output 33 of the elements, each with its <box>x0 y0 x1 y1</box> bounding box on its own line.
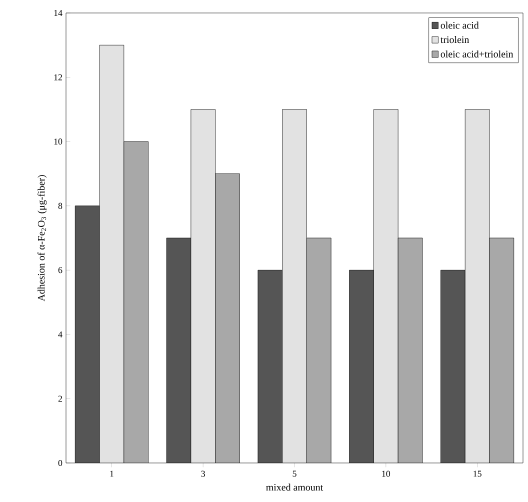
bar <box>282 109 307 463</box>
bar <box>124 142 148 463</box>
x-tick-label: 1 <box>110 470 114 477</box>
y-tick-label: 4 <box>58 331 62 338</box>
x-tick-label: 15 <box>474 470 482 477</box>
bar <box>349 270 374 463</box>
bar <box>398 238 422 463</box>
legend-label: triolein <box>440 36 470 44</box>
x-axis-title: mixed amount <box>266 484 324 491</box>
y-tick-label: 0 <box>58 460 62 466</box>
y-tick-label: 14 <box>54 10 62 16</box>
x-tick-label: 3 <box>201 470 206 477</box>
bar <box>258 270 282 463</box>
y-axis-title: Adhesion of α-Fe$_{2}$O$_{3}$ (μg-fiber) <box>38 175 47 302</box>
y-tick-label: 8 <box>58 202 62 209</box>
bar <box>166 238 191 463</box>
legend-label: oleic acid <box>440 22 479 29</box>
y-tick-label: 2 <box>58 396 62 402</box>
x-tick-label: 10 <box>382 470 390 477</box>
y-tick-label: 12 <box>54 74 62 80</box>
bar <box>100 45 124 463</box>
bar <box>306 238 332 463</box>
bar <box>464 109 490 463</box>
y-tick-label: 10 <box>54 138 62 145</box>
bar <box>215 174 240 463</box>
bar <box>190 109 216 463</box>
bar <box>374 109 398 463</box>
bar <box>75 206 100 463</box>
bar <box>440 270 466 463</box>
y-tick-label: 6 <box>58 267 62 274</box>
x-tick-label: 5 <box>292 470 296 477</box>
legend-label: oleic acid+triolein <box>440 50 514 58</box>
bar <box>489 238 514 463</box>
